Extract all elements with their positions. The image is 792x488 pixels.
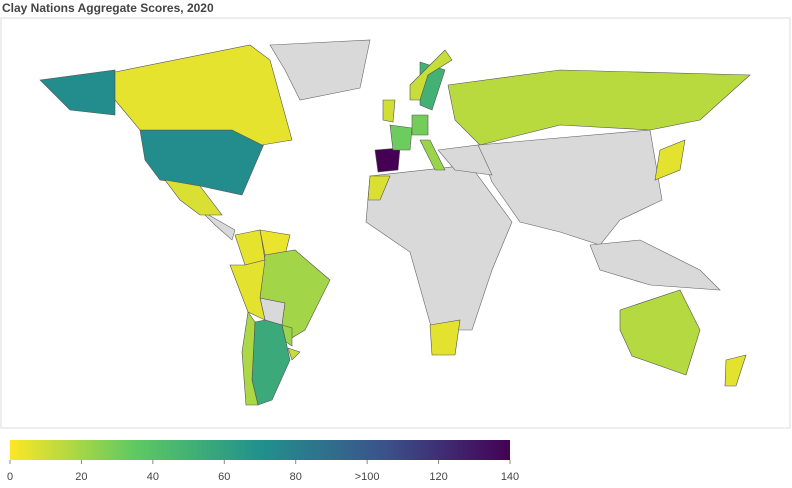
regions	[39, 44, 751, 406]
region	[654, 139, 686, 181]
colorbar-tick-label: 40	[147, 471, 159, 483]
land	[199, 209, 236, 241]
region	[724, 354, 747, 387]
colorbar	[10, 440, 510, 460]
region	[447, 69, 751, 146]
region	[241, 311, 259, 406]
colorbar-tick-label: 0	[7, 471, 13, 483]
region	[419, 139, 446, 171]
map-frame	[0, 17, 791, 429]
land	[269, 39, 371, 101]
no-data-land	[199, 39, 721, 331]
region	[429, 319, 461, 356]
region	[411, 114, 429, 136]
region	[281, 324, 293, 347]
region	[164, 179, 223, 216]
colorbar-tick-label: >100	[355, 471, 380, 483]
land	[437, 144, 493, 176]
land	[365, 164, 513, 331]
region	[114, 44, 293, 146]
region	[389, 124, 413, 151]
region	[382, 99, 396, 123]
region	[619, 289, 701, 376]
colorbar-tick-label: 80	[290, 471, 302, 483]
colorbar-tick-label: 20	[75, 471, 87, 483]
land	[589, 239, 721, 291]
colorbar-tick-label: 140	[501, 471, 519, 483]
region	[367, 175, 391, 201]
region	[287, 347, 301, 361]
colorbar-tick-label: 120	[429, 471, 447, 483]
chart-title: Clay Nations Aggregate Scores, 2020	[2, 1, 214, 15]
colorbar-tick-label: 60	[218, 471, 230, 483]
region	[374, 147, 401, 173]
region	[409, 49, 453, 101]
colorbar-ticks: 0 20 40 60 80 >100 120 140	[7, 460, 519, 483]
